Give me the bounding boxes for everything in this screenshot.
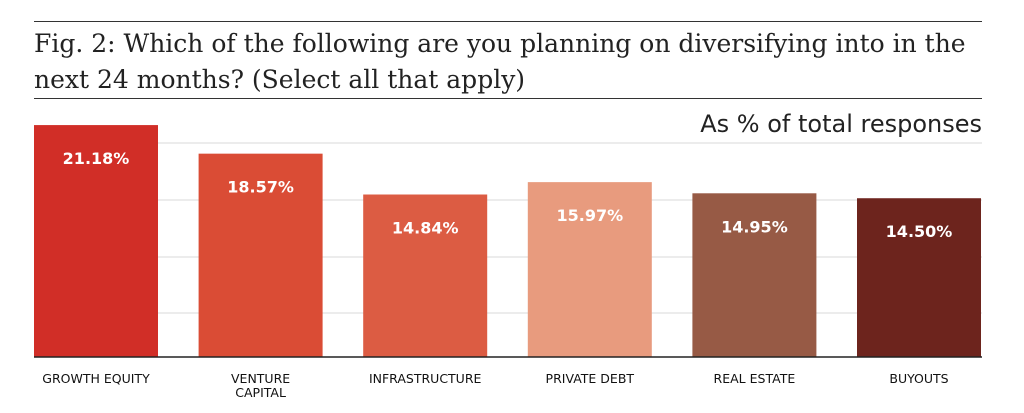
bar bbox=[692, 193, 817, 357]
unit-note: As % of total responses bbox=[700, 110, 982, 138]
bar-value-label: 14.50% bbox=[886, 222, 953, 241]
category-label: PRIVATE DEBT bbox=[546, 371, 635, 386]
category-label: INFRASTRUCTURE bbox=[369, 371, 482, 386]
gridlines bbox=[34, 142, 982, 314]
bar bbox=[198, 153, 323, 357]
bar-value-label: 21.18% bbox=[63, 149, 130, 168]
top-rule bbox=[34, 21, 982, 22]
bar-value-label: 18.57% bbox=[227, 178, 294, 197]
category-labels: GROWTH EQUITY VENTURE CAPITAL INFRASTRUCTUR… bbox=[42, 371, 948, 400]
bar-value-label: 14.95% bbox=[721, 217, 788, 236]
bar bbox=[34, 125, 158, 357]
bar-value-label: 15.97% bbox=[556, 206, 623, 225]
bar bbox=[527, 182, 652, 357]
title-rule bbox=[34, 98, 982, 99]
bar bbox=[857, 198, 981, 357]
category-label: REAL ESTATE bbox=[714, 371, 796, 386]
category-label: VENTURE CAPITAL bbox=[231, 371, 290, 400]
chart-title: Fig. 2: Which of the following are you p… bbox=[34, 29, 966, 94]
value-labels: 21.18% 18.57% 14.84% 15.97% 14.95% 14.50% bbox=[63, 149, 953, 241]
bars bbox=[34, 125, 981, 357]
category-label: BUYOUTS bbox=[889, 371, 948, 386]
bar bbox=[363, 194, 488, 357]
bar-value-label: 14.84% bbox=[392, 219, 459, 238]
category-label: GROWTH EQUITY bbox=[42, 371, 150, 386]
